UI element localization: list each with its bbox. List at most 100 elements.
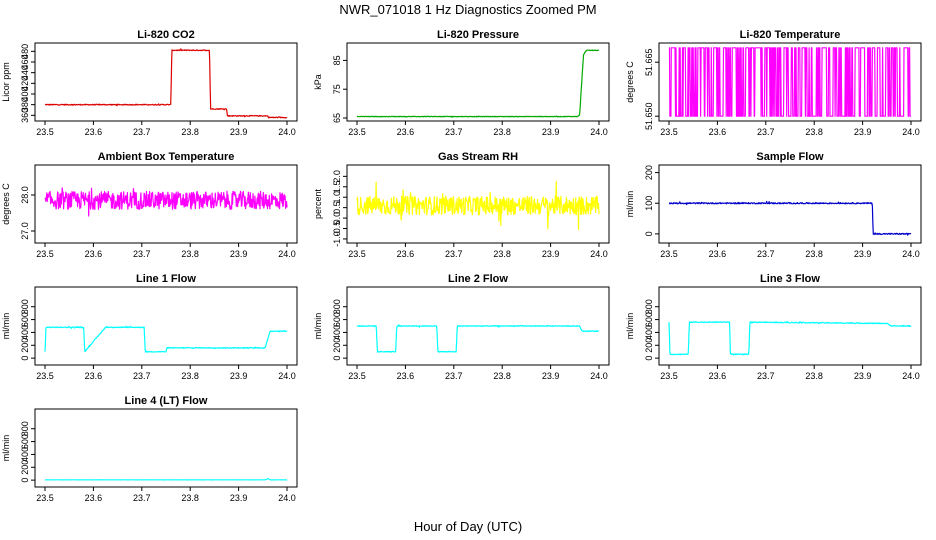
x-axis-label: Hour of Day (UTC)	[414, 519, 522, 534]
x-tick-label: 23.6	[397, 127, 415, 137]
panel-2: Li-820 Pressure kPa 23.5 23.6 23.7 23.8 23.9 24…	[313, 29, 610, 137]
y-tick-label: 400	[20, 447, 30, 462]
plot-frame	[346, 42, 610, 122]
x-tick-label: 24.0	[278, 249, 296, 259]
y-tick-label: 480	[20, 44, 30, 59]
x-tick-label: 23.5	[36, 493, 54, 503]
x-tick-label: 23.7	[133, 249, 151, 259]
y-tick-label: 28.0	[20, 186, 30, 204]
y-tick-label: 800	[644, 299, 654, 314]
x-tick-label: 23.8	[805, 127, 823, 137]
panel-7: Line 1 Flow ml/min 23.5 23.6 23.7 23.8 23.9 24.…	[1, 273, 298, 381]
x-tick-label: 23.9	[854, 371, 872, 381]
y-tick-label: 200	[332, 338, 342, 353]
plot-frame	[34, 286, 298, 366]
x-tick-label: 23.6	[85, 127, 103, 137]
y-axis-label: ml/min	[313, 313, 323, 340]
y-tick-label: 200	[644, 338, 654, 353]
x-tick-label: 23.5	[660, 127, 678, 137]
y-tick-label: 360	[20, 108, 30, 123]
y-tick-label: 440	[20, 65, 30, 80]
y-tick-label: -1.0	[332, 231, 342, 247]
x-tick-label: 23.8	[181, 249, 199, 259]
x-tick-label: 23.7	[757, 127, 775, 137]
x-tick-label: 23.6	[709, 249, 727, 259]
series-line	[356, 49, 600, 118]
x-tick-label: 23.9	[854, 249, 872, 259]
x-tick-label: 23.5	[348, 249, 366, 259]
y-tick-label: 0.0	[332, 212, 342, 225]
plot-frame	[658, 286, 922, 366]
x-tick-label: 23.7	[757, 249, 775, 259]
y-tick-label: 600	[332, 312, 342, 327]
x-tick-label: 24.0	[278, 371, 296, 381]
plot-frame	[658, 42, 922, 122]
plot-frame	[34, 42, 298, 122]
panels-group: Li-820 CO2 Licor ppm 23.5 23.6 23.7 23.8 23.9 2…	[1, 29, 922, 503]
y-tick-label: 420	[20, 76, 30, 91]
series-line	[44, 187, 288, 217]
panel-title: Gas Stream RH	[438, 151, 518, 163]
y-axis-label: Licor ppm	[1, 62, 11, 102]
y-tick-label: 200	[20, 338, 30, 353]
x-tick-label: 23.8	[493, 127, 511, 137]
y-tick-label: 51.665	[644, 48, 654, 76]
x-tick-label: 24.0	[902, 371, 920, 381]
y-tick-label: 1.5	[332, 181, 342, 194]
x-tick-label: 23.6	[709, 127, 727, 137]
y-tick-label: 51.650	[644, 102, 654, 130]
series-line	[668, 47, 912, 117]
y-tick-label: 2.0	[332, 170, 342, 183]
x-tick-label: 23.6	[397, 371, 415, 381]
x-tick-label: 23.6	[397, 249, 415, 259]
x-tick-label: 23.7	[757, 371, 775, 381]
y-tick-label: 200	[644, 165, 654, 180]
x-tick-label: 24.0	[278, 127, 296, 137]
y-tick-label: 400	[644, 325, 654, 340]
y-tick-label: 600	[644, 312, 654, 327]
x-tick-label: 23.9	[230, 127, 248, 137]
x-tick-label: 23.7	[133, 371, 151, 381]
x-tick-label: 23.5	[348, 127, 366, 137]
x-tick-label: 23.9	[542, 249, 560, 259]
y-axis-label: degrees C	[625, 61, 635, 103]
series-line	[356, 180, 600, 231]
x-tick-label: 23.8	[493, 371, 511, 381]
y-tick-label: 400	[332, 325, 342, 340]
x-tick-label: 23.8	[805, 371, 823, 381]
x-tick-label: 23.9	[542, 127, 560, 137]
x-tick-label: 23.5	[348, 371, 366, 381]
plot-frame	[658, 164, 922, 244]
y-tick-label: 400	[20, 325, 30, 340]
x-tick-label: 23.5	[36, 127, 54, 137]
y-tick-label: 0	[644, 231, 654, 236]
x-tick-label: 23.6	[709, 371, 727, 381]
panel-title: Ambient Box Temperature	[98, 151, 235, 163]
x-tick-label: 23.8	[181, 493, 199, 503]
series-line	[44, 325, 288, 353]
y-tick-label: -0.5	[332, 221, 342, 237]
panel-4: Ambient Box Temperature degrees C 23.5 23.6…	[1, 151, 298, 259]
panel-title: Li-820 Pressure	[437, 29, 519, 41]
x-tick-label: 24.0	[902, 249, 920, 259]
panel-title: Sample Flow	[756, 151, 824, 163]
x-tick-label: 24.0	[278, 493, 296, 503]
y-tick-label: 0.5	[332, 201, 342, 214]
y-axis-label: kPa	[313, 74, 323, 90]
x-tick-label: 24.0	[590, 127, 608, 137]
series-line	[668, 320, 912, 356]
x-tick-label: 23.8	[805, 249, 823, 259]
x-tick-label: 23.7	[133, 127, 151, 137]
y-tick-label: 100	[644, 196, 654, 211]
x-tick-label: 23.7	[445, 127, 463, 137]
panel-title: Line 3 Flow	[760, 273, 820, 285]
y-tick-label: 800	[332, 299, 342, 314]
x-tick-label: 23.7	[133, 493, 151, 503]
y-tick-label: 0	[20, 356, 30, 361]
y-tick-label: 600	[20, 434, 30, 449]
panel-6: Sample Flow ml/min 23.5 23.6 23.7 23.8 23.9 24.…	[625, 151, 922, 259]
x-tick-label: 23.9	[542, 371, 560, 381]
plot-frame	[346, 286, 610, 366]
y-tick-label: 0	[644, 356, 654, 361]
